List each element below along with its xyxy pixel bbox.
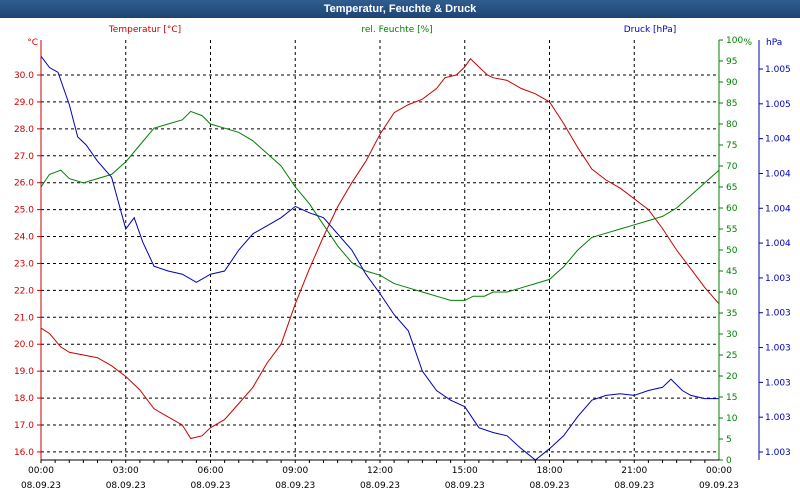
left-tick-label: 28.0 <box>14 125 34 135</box>
legend-series-name: Druck [hPa] <box>624 25 677 35</box>
x-tick-time: 00:00 <box>706 466 732 476</box>
left-tick-label: 18.0 <box>14 394 34 404</box>
right-tick-label: 80 <box>726 120 738 130</box>
x-tick-time: 18:00 <box>537 466 563 476</box>
left-tick-label: 20.0 <box>14 340 34 350</box>
x-tick-time: 00:00 <box>28 466 54 476</box>
left-tick-label: 30.0 <box>14 71 34 81</box>
chart-svg: 00:00 08.09.23 03:00 08.09.23 06:00 08.09.23 0… <box>0 18 800 500</box>
left-tick-label: 16.0 <box>14 448 34 458</box>
left-tick-label: 17.0 <box>14 421 34 431</box>
x-tick-time: 15:00 <box>452 466 478 476</box>
right-tick-label: 90 <box>726 78 738 88</box>
window-title: Temperatur, Feuchte & Druck <box>0 0 800 18</box>
series-lines <box>40 55 720 461</box>
right-tick-label: 55 <box>726 225 737 235</box>
right-tick-label: 50 <box>726 246 738 256</box>
pressure-tick-label: 1.005 <box>765 100 791 110</box>
right-tick-label: 10 <box>726 414 738 424</box>
series-line <box>40 55 719 461</box>
axes <box>37 39 763 463</box>
left-tick-label: 27.0 <box>14 152 34 162</box>
x-tick-date: 08.09.23 <box>275 481 315 491</box>
x-tick-date: 08.09.23 <box>529 481 569 491</box>
right-tick-label: 30 <box>726 330 738 340</box>
pressure-tick-label: 1.004 <box>765 135 791 145</box>
pressure-tick-label: 1.003 <box>765 378 791 388</box>
right-tick-label: 20 <box>726 372 738 382</box>
left-tick-label: 26.0 <box>14 179 34 189</box>
right-tick-label: 15 <box>726 393 737 403</box>
right-tick-label: 70 <box>726 162 738 172</box>
right-unit-label: % <box>743 38 752 48</box>
x-tick-date: 08.09.23 <box>614 481 654 491</box>
series-line <box>40 58 720 440</box>
left-tick-label: 22.0 <box>14 286 34 296</box>
pressure-tick-label: 1.003 <box>765 448 791 458</box>
right-tick-label: 65 <box>726 183 737 193</box>
x-tick-date: 08.09.23 <box>190 481 230 491</box>
x-tick-time: 21:00 <box>621 466 647 476</box>
left-tick-label: 21.0 <box>14 313 34 323</box>
pressure-tick-label: 1.004 <box>765 169 791 179</box>
pressure-tick-label: 1.004 <box>765 204 791 214</box>
right-tick-label: 0 <box>726 456 732 466</box>
x-tick-date: 09.09.23 <box>699 481 739 491</box>
pressure-tick-label: 1.003 <box>765 344 791 354</box>
pressure-unit-label: hPa <box>766 38 782 48</box>
legend-series-name: rel. Feuchte [%] <box>361 25 432 35</box>
plot-background <box>0 18 800 500</box>
left-tick-label: 29.0 <box>14 98 34 108</box>
x-tick-date: 08.09.23 <box>21 481 61 491</box>
x-tick-date: 08.09.23 <box>360 481 400 491</box>
x-tick-time: 12:00 <box>367 466 393 476</box>
x-tick-time: 03:00 <box>113 466 139 476</box>
pressure-tick-label: 1.004 <box>765 239 791 249</box>
pressure-tick-label: 1.003 <box>765 309 791 319</box>
left-tick-label: 23.0 <box>14 259 34 269</box>
right-tick-label: 100 <box>726 36 743 46</box>
left-tick-label: 24.0 <box>14 233 34 243</box>
pressure-tick-label: 1.003 <box>765 413 791 423</box>
right-tick-label: 75 <box>726 141 737 151</box>
pressure-tick-label: 1.003 <box>765 274 791 284</box>
right-tick-label: 60 <box>726 204 738 214</box>
grid <box>41 40 719 460</box>
pressure-tick-label: 1.005 <box>765 65 791 75</box>
axis-labels: 00:00 08.09.23 03:00 08.09.23 06:00 08.09.23 0… <box>14 25 791 491</box>
x-tick-time: 09:00 <box>282 466 308 476</box>
x-tick-date: 08.09.23 <box>106 481 146 491</box>
legend-series-name: Temperatur [°C] <box>108 25 181 35</box>
right-tick-label: 95 <box>726 57 737 67</box>
right-tick-label: 5 <box>726 435 732 445</box>
left-tick-label: 25.0 <box>14 206 34 216</box>
x-tick-time: 06:00 <box>198 466 224 476</box>
right-tick-label: 35 <box>726 309 737 319</box>
left-tick-label: 19.0 <box>14 367 34 377</box>
series-line <box>40 110 720 301</box>
right-tick-label: 40 <box>726 288 738 298</box>
right-tick-label: 25 <box>726 351 737 361</box>
right-tick-label: 45 <box>726 267 737 277</box>
x-tick-date: 08.09.23 <box>445 481 485 491</box>
right-tick-label: 85 <box>726 99 737 109</box>
left-unit-label: °C <box>27 38 38 48</box>
